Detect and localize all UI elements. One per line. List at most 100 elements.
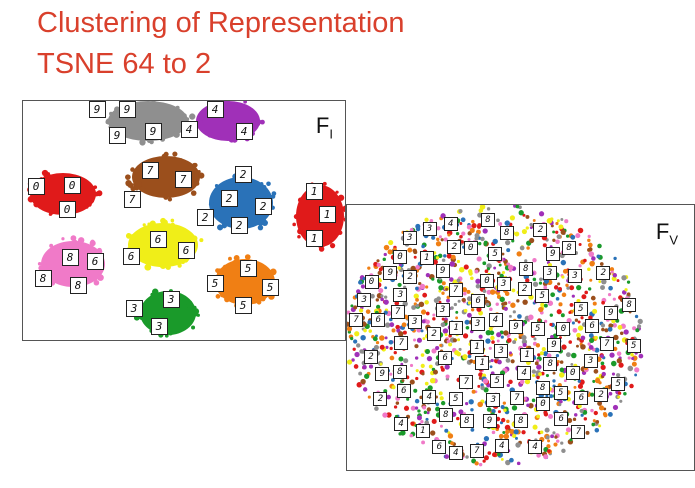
digit-tile-mixed: 8: [392, 364, 407, 379]
embedding-point: [529, 237, 535, 244]
embedding-point: [474, 269, 479, 274]
embedding-point: [429, 219, 434, 223]
embedding-point: [631, 356, 635, 361]
embedding-point: [626, 280, 631, 284]
embedding-point: [475, 283, 481, 289]
embedding-point: [470, 408, 474, 412]
digit-tile-mixed: 4: [443, 216, 458, 231]
embedding-point: [458, 409, 464, 415]
embedding-point: [453, 302, 458, 307]
digit-tile-mixed: 3: [496, 277, 511, 292]
digit-tile-mixed: 6: [438, 350, 453, 365]
cluster-point-8: [99, 275, 104, 280]
embedding-point: [436, 226, 441, 231]
embedding-point: [573, 385, 577, 389]
embedding-point: [375, 298, 380, 302]
digit-tile-mixed: 7: [349, 313, 364, 328]
embedding-point: [555, 221, 559, 226]
embedding-point: [489, 365, 493, 369]
embedding-point: [504, 291, 510, 297]
embedding-point: [420, 329, 424, 333]
cluster-point-2: [262, 184, 267, 190]
cluster-point-6: [170, 218, 175, 223]
embedding-point: [442, 328, 449, 334]
embedding-point: [377, 270, 382, 276]
embedding-point: [450, 441, 454, 446]
embedding-point: [539, 430, 544, 435]
embedding-point: [556, 219, 560, 223]
embedding-point: [571, 321, 575, 325]
digit-tile-8: 8: [69, 276, 87, 294]
embedding-point: [532, 219, 536, 222]
cluster-point-7: [132, 171, 137, 176]
embedding-point: [632, 326, 637, 331]
embedding-point: [509, 351, 512, 355]
embedding-point: [441, 258, 446, 263]
embedding-point: [548, 414, 554, 420]
cluster-point-9: [151, 101, 156, 105]
cluster-point-5: [215, 294, 221, 299]
embedding-point: [444, 428, 449, 433]
embedding-point: [512, 340, 517, 345]
embedding-point: [561, 344, 567, 350]
digit-tile-mixed: 5: [488, 246, 503, 261]
digit-tile-mixed: 0: [463, 241, 478, 256]
embedding-point: [617, 391, 622, 395]
embedding-point: [587, 267, 591, 272]
embedding-point: [518, 210, 524, 216]
cluster-point-4: [216, 134, 222, 140]
embedding-point: [416, 415, 422, 421]
embedding-point: [529, 222, 534, 227]
embedding-point: [421, 372, 425, 376]
embedding-point: [515, 205, 520, 209]
embedding-point: [580, 335, 586, 341]
embedding-point: [599, 262, 604, 266]
embedding-point: [444, 364, 450, 370]
embedding-point: [445, 287, 449, 291]
embedding-point: [449, 277, 454, 282]
embedding-point: [360, 349, 365, 354]
embedding-point: [565, 283, 569, 287]
embedding-point: [505, 358, 511, 363]
cluster-point-8: [49, 243, 54, 248]
digit-tile-8: 8: [61, 248, 79, 266]
cluster-point-9: [182, 113, 187, 119]
embedding-point: [364, 373, 370, 379]
embedding-point: [398, 263, 402, 267]
embedding-point: [450, 254, 456, 260]
embedding-point: [574, 318, 579, 322]
embedding-point: [543, 285, 548, 290]
cluster-point-1: [329, 242, 336, 249]
embedding-point: [446, 253, 452, 259]
embedding-point: [467, 301, 472, 305]
digit-tile-7: 7: [141, 161, 159, 179]
embedding-point: [567, 417, 573, 424]
embedding-point: [350, 304, 354, 308]
embedding-point: [575, 344, 579, 348]
embedding-point: [441, 317, 445, 321]
panel-label-fv: FV: [656, 219, 678, 247]
embedding-point: [411, 305, 417, 310]
embedding-point: [600, 364, 606, 371]
embedding-point: [347, 359, 353, 365]
embedding-point: [559, 399, 563, 404]
embedding-point: [595, 420, 600, 424]
digit-tile-mixed: 3: [470, 317, 485, 332]
embedding-point: [427, 385, 433, 391]
embedding-point: [593, 369, 599, 374]
embedding-point: [456, 259, 461, 264]
cluster-point-8: [79, 242, 84, 247]
embedding-point: [489, 307, 493, 312]
embedding-point: [609, 352, 615, 358]
embedding-point: [490, 335, 495, 341]
embedding-point: [421, 319, 426, 324]
embedding-point: [596, 254, 601, 259]
digit-tile-mixed: 9: [482, 413, 497, 428]
embedding-point: [618, 362, 624, 368]
embedding-point: [501, 417, 506, 423]
embedding-point: [584, 290, 588, 295]
embedding-point: [608, 285, 613, 291]
embedding-point: [420, 309, 427, 315]
embedding-point: [523, 396, 527, 401]
digit-tile-mixed: 5: [490, 374, 505, 389]
